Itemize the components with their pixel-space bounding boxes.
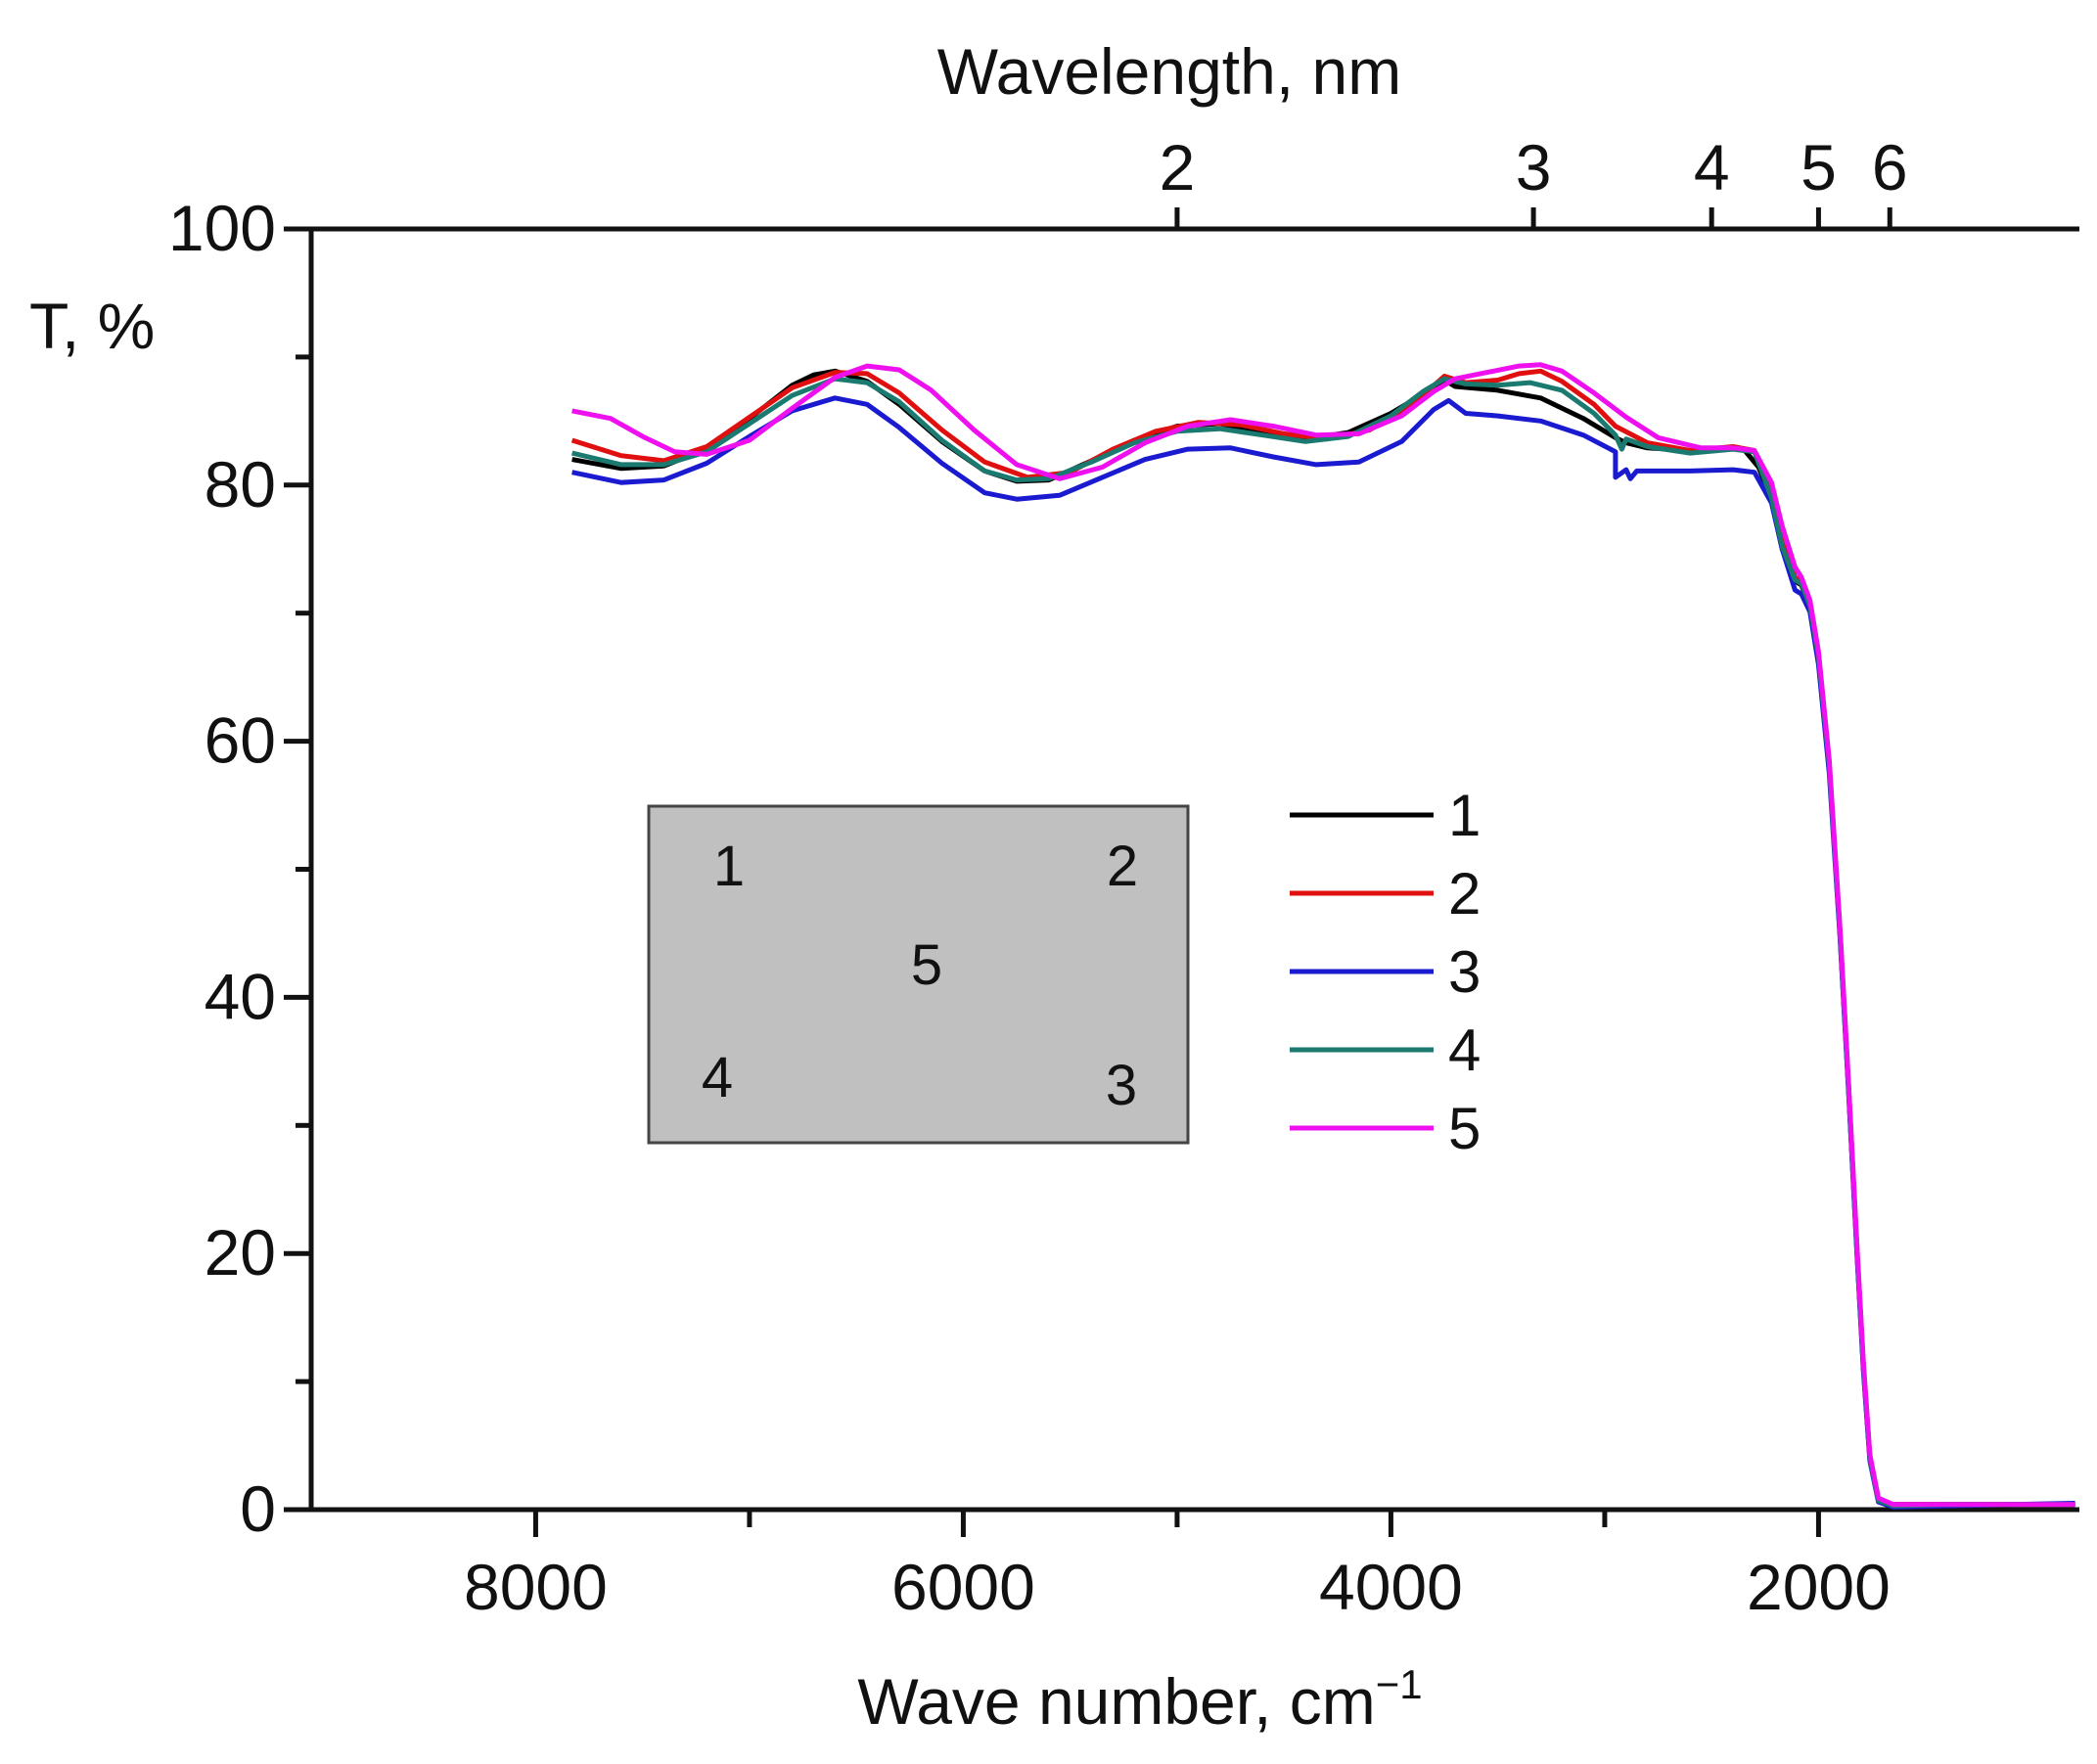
y-tick-label: 60 — [205, 704, 276, 777]
y-tick-label: 0 — [240, 1472, 276, 1545]
top-tick-label: 2 — [1160, 131, 1196, 204]
inset-sample-map — [647, 804, 1190, 1145]
x-tick-label: 8000 — [464, 1551, 608, 1623]
x-tick-label: 2000 — [1747, 1551, 1891, 1623]
inset-position-label: 5 — [911, 933, 942, 997]
legend-label: 1 — [1448, 783, 1481, 848]
x-axis-title-superscript: −1 — [1376, 1661, 1423, 1707]
legend-label: 5 — [1448, 1096, 1481, 1161]
series-line-5 — [571, 362, 2075, 1508]
inset-position-label: 2 — [1107, 835, 1138, 898]
top-axis-title: Wavelength, nm — [937, 35, 1401, 108]
legend-label: 4 — [1448, 1018, 1481, 1083]
x-tick-label: 4000 — [1319, 1551, 1463, 1623]
top-tick-label: 5 — [1801, 131, 1837, 204]
legend-label: 3 — [1448, 939, 1481, 1005]
y-tick-label: 100 — [168, 192, 276, 264]
x-axis-title: Wave number, cm−1 — [857, 1661, 1422, 1738]
top-tick-label: 4 — [1694, 131, 1730, 204]
inset-position-label: 3 — [1106, 1054, 1137, 1117]
y-tick-label: 40 — [205, 960, 276, 1032]
y-tick-label: 80 — [205, 448, 276, 520]
top-tick-label: 6 — [1872, 131, 1908, 204]
x-tick-label: 6000 — [891, 1551, 1035, 1623]
inset-position-label: 1 — [713, 835, 745, 898]
legend-label: 2 — [1448, 861, 1481, 927]
y-axis-title: T, % — [29, 290, 155, 362]
top-tick-label: 3 — [1516, 131, 1552, 204]
inset-position-label: 4 — [702, 1046, 733, 1109]
y-tick-label: 20 — [205, 1216, 276, 1289]
